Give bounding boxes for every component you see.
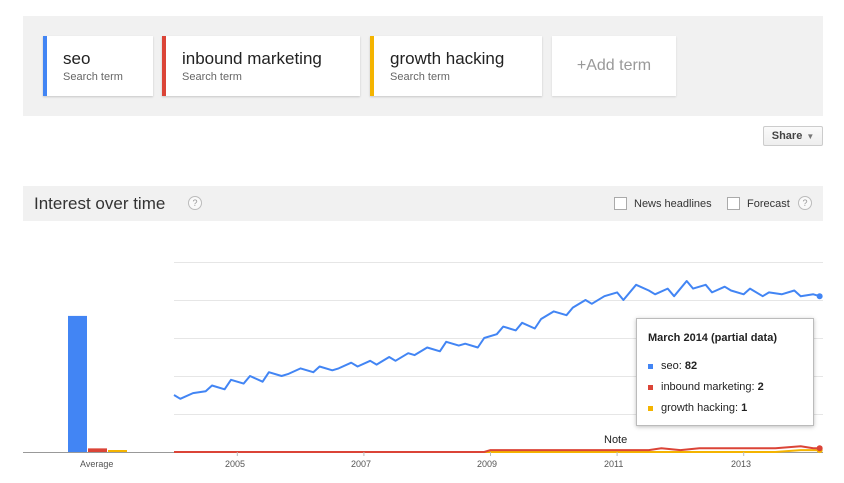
series-line-seo[interactable]	[173, 280, 820, 400]
tooltip-value: 1	[741, 402, 748, 414]
add-term-button[interactable]: +Add term	[552, 36, 676, 96]
tooltip-label: inbound marketing:	[661, 381, 755, 393]
search-terms-bar: seo Search term inbound marketing Search…	[23, 16, 823, 116]
series-line-growth-hacking[interactable]	[174, 449, 820, 453]
average-bar-growth-hacking[interactable]	[108, 450, 127, 452]
tick-label-2005: 2005	[225, 459, 246, 469]
forecast-checkbox[interactable]	[727, 197, 740, 210]
tooltip-title: March 2014 (partial data)	[648, 332, 777, 344]
news-headlines-label[interactable]: News headlines	[634, 198, 712, 210]
forecast-label[interactable]: Forecast	[747, 198, 790, 210]
legend-swatch	[648, 384, 653, 390]
tooltip-row-inbound-marketing: inbound marketing: 2	[648, 381, 764, 393]
term-name: seo	[63, 49, 91, 68]
tooltip-value: 82	[684, 360, 698, 372]
series-line-inbound-marketing[interactable]	[174, 445, 820, 453]
series-point-inbound-marketing[interactable]	[816, 445, 823, 452]
average-bar-inbound-marketing[interactable]	[88, 448, 107, 452]
chevron-down-icon: ▼	[806, 132, 815, 141]
term-card-inbound-marketing[interactable]: inbound marketing Search term	[162, 36, 360, 96]
forecast-help-icon[interactable]: ?	[798, 196, 812, 210]
x-axis-ticks	[236, 452, 745, 456]
help-icon[interactable]: ?	[188, 196, 202, 210]
term-subtitle: Search term	[390, 71, 450, 83]
term-card-growth-hacking[interactable]: growth hacking Search term	[370, 36, 542, 96]
tooltip-label: growth hacking:	[661, 402, 739, 414]
series-point-seo[interactable]	[816, 293, 823, 300]
legend-swatch	[648, 363, 653, 369]
tick-label-2011: 2011	[604, 459, 624, 469]
average-bar-seo[interactable]	[68, 315, 87, 452]
average-label: Average	[80, 459, 114, 469]
share-button[interactable]: Share ▼	[763, 126, 823, 146]
tooltip-row-seo: seo: 82	[648, 360, 697, 372]
chart-note-annotation[interactable]: Note	[604, 434, 628, 446]
tick-label-2009: 2009	[477, 459, 498, 469]
term-card-seo[interactable]: seo Search term	[43, 36, 153, 96]
tooltip-value: 2	[757, 381, 764, 393]
tooltip-label: seo:	[661, 360, 682, 372]
term-subtitle: Search term	[182, 71, 242, 83]
news-headlines-checkbox[interactable]	[614, 197, 627, 210]
section-title: Interest over time	[34, 194, 166, 213]
tooltip-row-growth-hacking: growth hacking: 1	[648, 402, 747, 414]
average-bars	[68, 315, 127, 452]
legend-swatch	[648, 405, 653, 411]
tick-label-2007: 2007	[351, 459, 372, 469]
series-lines	[173, 280, 823, 454]
tick-label-2013: 2013	[731, 459, 752, 469]
term-name: inbound marketing	[182, 49, 322, 68]
term-name: growth hacking	[390, 49, 505, 68]
interest-over-time-header: Interest over time ? News headlines Fore…	[23, 186, 823, 221]
term-subtitle: Search term	[63, 71, 123, 83]
share-label: Share	[771, 130, 803, 142]
chart-tooltip: March 2014 (partial data) seo: 82 inboun…	[636, 318, 814, 426]
